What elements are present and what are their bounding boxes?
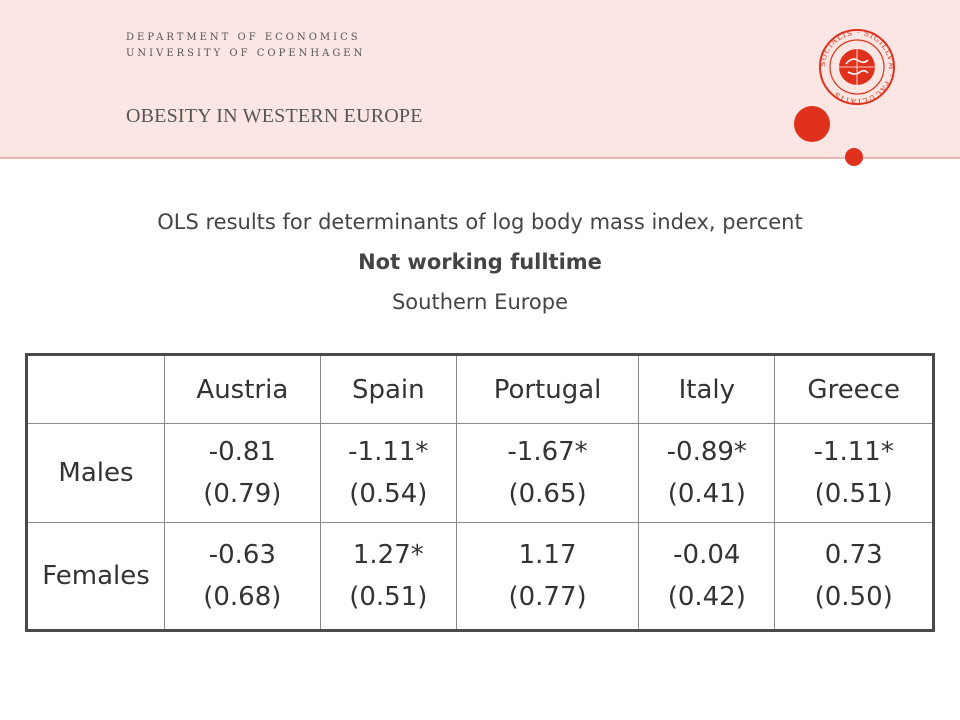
column-header: Spain	[319, 354, 457, 424]
results-table: Austria Spain Portugal Italy Greece Male…	[25, 353, 935, 632]
standard-error: (0.51)	[814, 479, 893, 509]
table-cell: -0.89* (0.41)	[638, 423, 776, 523]
standard-error: (0.50)	[814, 582, 893, 612]
coefficient: -1.67*	[507, 437, 588, 467]
standard-error: (0.54)	[349, 479, 428, 509]
table-cell: -1.11* (0.54)	[319, 423, 457, 523]
decorative-dot	[845, 148, 863, 166]
caption-line: OLS results for determinants of log body…	[157, 210, 803, 234]
slide-header: DEPARTMENT OF ECONOMICS UNIVERSITY OF CO…	[0, 0, 960, 159]
row-label: Males	[26, 423, 165, 523]
column-header	[26, 354, 165, 424]
table-cell: -0.04 (0.42)	[638, 522, 776, 631]
column-header: Greece	[774, 354, 934, 424]
caption-region: Southern Europe	[391, 290, 569, 314]
table-caption: OLS results for determinants of log body…	[0, 204, 960, 324]
coefficient: -0.81	[208, 437, 276, 467]
department-line: DEPARTMENT OF ECONOMICS	[126, 32, 361, 43]
coefficient: -0.04	[673, 540, 741, 570]
table-row: Males -0.81 (0.79) -1.11* (0.54) -1.67* (0.…	[26, 423, 934, 523]
standard-error: (0.79)	[203, 479, 282, 509]
coefficient: -1.11*	[348, 437, 429, 467]
decorative-dot	[794, 106, 830, 142]
coefficient: -0.89*	[666, 437, 747, 467]
column-header: Italy	[638, 354, 776, 424]
caption-subgroup: Not working fulltime	[358, 250, 602, 274]
table-cell: -1.67* (0.65)	[455, 423, 640, 523]
column-header: Portugal	[455, 354, 640, 424]
table-cell: 1.27* (0.51)	[319, 522, 457, 631]
table-cell: -1.11* (0.51)	[774, 423, 934, 523]
standard-error: (0.65)	[508, 479, 587, 509]
table-cell: 0.73 (0.50)	[774, 522, 934, 631]
table-header-row: Austria Spain Portugal Italy Greece	[26, 354, 934, 424]
university-seal-logo: SOCIALIS · SIGILLVM · FACULTATIS	[818, 28, 895, 106]
standard-error: (0.42)	[667, 582, 746, 612]
standard-error: (0.41)	[667, 479, 746, 509]
row-label: Females	[26, 522, 165, 631]
standard-error: (0.77)	[508, 582, 587, 612]
coefficient: 1.17	[518, 540, 577, 570]
table-row: Females -0.63 (0.68) 1.27* (0.51) 1.17 (0.7…	[26, 522, 934, 631]
coefficient: -1.11*	[813, 437, 894, 467]
slide-title: OBESITY IN WESTERN EUROPE	[126, 105, 423, 127]
coefficient: 1.27*	[352, 540, 424, 570]
column-header: Austria	[164, 354, 321, 424]
coefficient: -0.63	[208, 540, 276, 570]
standard-error: (0.68)	[203, 582, 282, 612]
coefficient: 0.73	[824, 540, 883, 570]
table-cell: -0.63 (0.68)	[164, 522, 321, 631]
table-cell: -0.81 (0.79)	[164, 423, 321, 523]
university-line: UNIVERSITY OF COPENHAGEN	[126, 48, 366, 59]
standard-error: (0.51)	[349, 582, 428, 612]
department-name: DEPARTMENT OF ECONOMICS UNIVERSITY OF CO…	[126, 30, 365, 62]
table-cell: 1.17 (0.77)	[455, 522, 640, 631]
